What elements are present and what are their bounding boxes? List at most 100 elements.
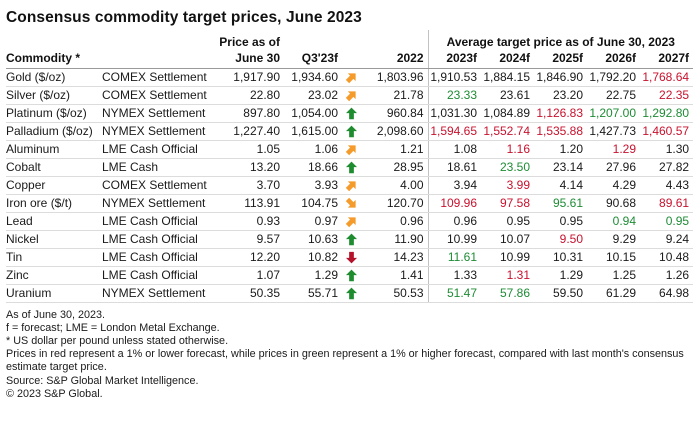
target-2027f-cell: 0.95 [640,212,694,231]
target-2027f-cell: 22.35 [640,86,694,105]
target-2023f-cell: 3.94 [427,176,482,195]
commodity-cell: Nickel [6,230,102,249]
trend-arrow-cell [342,266,366,285]
exchange-cell: COMEX Settlement [102,176,218,195]
q3-forecast-cell: 0.97 [284,212,342,231]
target-2025f-cell: 1.29 [534,266,588,285]
exchange-cell: NYMEX Settlement [102,194,218,213]
col-header-exchange [102,49,218,69]
price-jun30-cell: 1.07 [218,266,284,285]
target-2024f-cell: 23.61 [481,86,535,105]
table-body: Gold ($/oz) COMEX Settlement 1,917.90 1,934… [6,68,694,303]
target-2027f-cell: 1,768.64 [640,68,694,87]
table-row: Tin LME Cash Official 12.20 10.82 14.23 11.61… [6,248,694,267]
commodity-cell: Palladium ($/oz) [6,122,102,141]
commodity-cell: Gold ($/oz) [6,68,102,87]
target-2025f-cell: 59.50 [534,284,588,303]
price-jun30-cell: 1,917.90 [218,68,284,87]
target-2025f-cell: 1,535.88 [534,122,588,141]
commodity-cell: Uranium [6,284,102,303]
q3-forecast-cell: 1,054.00 [284,104,342,123]
q3-forecast-cell: 1.29 [284,266,342,285]
target-2026f-cell: 1.29 [587,140,641,159]
target-2023f-cell: 1,594.65 [427,122,482,141]
trend-arrow-cell [342,140,366,159]
target-2023f-cell: 109.96 [427,194,482,213]
target-2026f-cell: 0.94 [587,212,641,231]
trend-arrow-cell [342,284,366,303]
commodity-cell: Zinc [6,266,102,285]
q3-forecast-cell: 18.66 [284,158,342,177]
target-2026f-cell: 90.68 [587,194,641,213]
target-2026f-cell: 4.29 [587,176,641,195]
q3-forecast-cell: 10.63 [284,230,342,249]
table-row: Lead LME Cash Official 0.93 0.97 0.96 0.96 0.9… [6,212,694,231]
exchange-cell: NYMEX Settlement [102,122,218,141]
header-row-group: Price as of Average target price as of J… [6,30,694,49]
col-header-2026f: 2026f [587,49,641,69]
trend-arrow-down-right-icon [345,197,356,208]
target-2027f-cell: 89.61 [640,194,694,213]
commodity-cell: Tin [6,248,102,267]
y2022-cell: 50.53 [366,284,429,303]
y2022-cell: 28.95 [366,158,429,177]
commodity-cell: Platinum ($/oz) [6,104,102,123]
y2022-cell: 120.70 [366,194,429,213]
trend-arrow-cell [342,68,366,87]
q3-forecast-cell: 1,934.60 [284,68,342,87]
col-header-2027f: 2027f [640,49,694,69]
target-2023f-cell: 23.33 [427,86,482,105]
page-title: Consensus commodity target prices, June … [6,9,362,26]
exchange-cell: COMEX Settlement [102,68,218,87]
target-2024f-cell: 10.07 [481,230,535,249]
target-2023f-cell: 18.61 [427,158,482,177]
col-header-q3: Q3'23f [284,49,342,69]
exchange-cell: LME Cash Official [102,230,218,249]
trend-arrow-up-icon [345,161,358,174]
target-2027f-cell: 9.24 [640,230,694,249]
trend-arrow-up-icon [345,287,358,300]
target-2025f-cell: 4.14 [534,176,588,195]
target-2026f-cell: 9.29 [587,230,641,249]
commodity-cell: Lead [6,212,102,231]
y2022-cell: 21.78 [366,86,429,105]
target-2027f-cell: 1.26 [640,266,694,285]
target-2027f-cell: 4.43 [640,176,694,195]
price-jun30-cell: 0.93 [218,212,284,231]
target-2025f-cell: 0.95 [534,212,588,231]
exchange-cell: LME Cash [102,158,218,177]
target-2023f-cell: 1,031.30 [427,104,482,123]
table-row: Iron ore ($/t) NYMEX Settlement 113.91 104.… [6,194,694,213]
table-row: Cobalt LME Cash 13.20 18.66 28.95 18.61 23.50 2… [6,158,694,177]
table-row: Nickel LME Cash Official 9.57 10.63 11.90 10.… [6,230,694,249]
avg-target-group-header: Average target price as of June 30, 2023 [427,30,694,49]
header-row-columns: Commodity * June 30 Q3'23f 2022 2023f 20… [6,49,694,69]
trend-arrow-up-icon [345,107,358,120]
price-jun30-cell: 1.05 [218,140,284,159]
table-row: Copper COMEX Settlement 3.70 3.93 4.00 3.94 3.… [6,176,694,195]
table-row: Zinc LME Cash Official 1.07 1.29 1.41 1.33 1.3… [6,266,694,285]
table-row: Palladium ($/oz) NYMEX Settlement 1,227.40… [6,122,694,141]
target-2023f-cell: 1,910.53 [427,68,482,87]
target-2025f-cell: 10.31 [534,248,588,267]
trend-arrow-up-icon [345,125,358,138]
trend-arrow-cell [342,194,366,213]
target-2024f-cell: 57.86 [481,284,535,303]
footnote-color-legend: Prices in red represent a 1% or lower fo… [6,348,684,374]
target-2025f-cell: 23.20 [534,86,588,105]
target-2023f-cell: 11.61 [427,248,482,267]
target-2024f-cell: 1.31 [481,266,535,285]
target-2025f-cell: 95.61 [534,194,588,213]
table-row: Uranium NYMEX Settlement 50.35 55.71 50.53 51… [6,284,694,303]
target-2023f-cell: 1.08 [427,140,482,159]
target-2024f-cell: 97.58 [481,194,535,213]
target-2026f-cell: 61.29 [587,284,641,303]
y2022-cell: 1,803.96 [366,68,429,87]
trend-arrow-cell [342,158,366,177]
commodity-cell: Copper [6,176,102,195]
price-jun30-cell: 113.91 [218,194,284,213]
table-row: Aluminum LME Cash Official 1.05 1.06 1.21 1.0… [6,140,694,159]
y2022-cell: 1.41 [366,266,429,285]
target-2026f-cell: 27.96 [587,158,641,177]
